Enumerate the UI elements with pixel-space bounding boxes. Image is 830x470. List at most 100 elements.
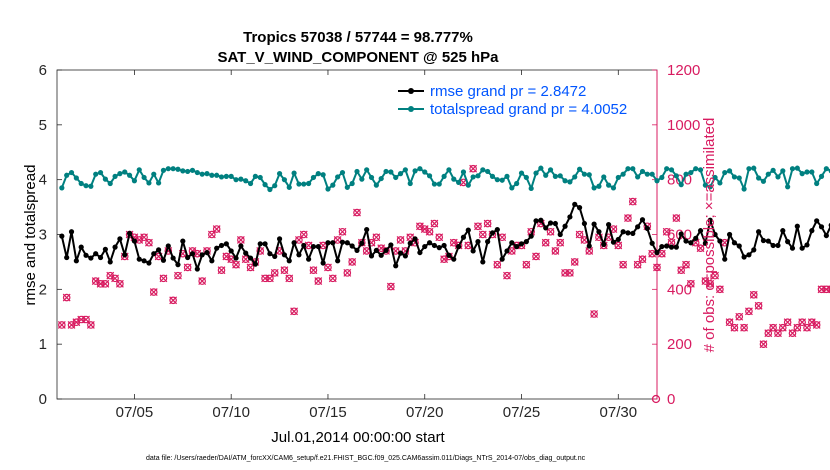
totalspread-point [499, 177, 505, 183]
obs-assimilated-marker [86, 321, 95, 329]
obs-assimilated-marker [556, 238, 565, 247]
totalspread-point [335, 174, 341, 180]
totalspread-point [509, 185, 515, 191]
obs-possible-marker [493, 260, 502, 269]
obs-assimilated-marker [807, 318, 816, 327]
obs-possible-marker [624, 214, 632, 222]
rmse-point [504, 248, 510, 254]
obs-possible-marker [793, 323, 802, 332]
obs-assimilated-marker [420, 225, 429, 233]
totalspread-point [586, 172, 592, 178]
totalspread-point [83, 183, 89, 189]
rmse-point [576, 205, 583, 211]
rmse-point [823, 232, 829, 239]
rmse-point [417, 249, 423, 256]
totalspread-point [276, 171, 283, 177]
x-axis: 07/05 07/10 07/15 07/20 07/25 07/30 [116, 70, 637, 421]
rmse-point [470, 248, 476, 254]
totalspread-point [625, 166, 631, 172]
rmse-point [538, 217, 544, 223]
rmse-point [451, 256, 457, 262]
obs-possible-marker [435, 233, 444, 242]
obs-assimilated-marker [183, 263, 192, 272]
totalspread-point [659, 174, 665, 181]
rmse-point [136, 256, 142, 262]
x-axis-label: Jul.01,2014 00:00:00 start [271, 429, 445, 446]
obs-assimilated-marker [474, 222, 482, 231]
rmse-point [625, 230, 631, 236]
rmse-point [296, 252, 302, 258]
totalspread-point [393, 174, 399, 181]
legend-rmse-label: rmse grand pr = 2.8472 [430, 83, 586, 100]
obs-assimilated-marker [232, 260, 240, 269]
rmse-point [446, 252, 452, 258]
totalspread-point [596, 183, 602, 189]
obs-assimilated-marker [304, 241, 313, 250]
totalspread-point [131, 178, 138, 184]
rmse-point [335, 258, 341, 264]
obs-possible-marker [343, 269, 352, 277]
obs-possible-marker [749, 291, 758, 299]
obs-possible-marker [532, 252, 540, 261]
obs-possible-marker [638, 255, 647, 263]
rmse-point [112, 244, 118, 250]
right-y-tick-label: 200 [667, 336, 692, 353]
obs-assimilated-marker [711, 271, 719, 280]
rmse-point [804, 242, 810, 248]
totalspread-point [122, 169, 128, 175]
totalspread-point [339, 169, 346, 176]
rmse-point [189, 251, 196, 257]
rmse-point [156, 247, 162, 253]
obs-possible-marker [672, 214, 681, 222]
rmse-point [620, 229, 626, 235]
rmse-point [349, 243, 355, 249]
obs-assimilated-marker [662, 227, 671, 236]
rmse-point [567, 214, 573, 220]
totalspread-point [523, 174, 529, 181]
totalspread-point [325, 186, 331, 192]
obs-possible-marker [522, 260, 531, 269]
rmse-point [528, 233, 534, 239]
rmse-point [59, 233, 65, 239]
obs-assimilated-marker [551, 247, 560, 255]
rmse-point [673, 244, 679, 250]
totalspread-point [654, 178, 660, 184]
obs-possible-marker [183, 263, 192, 272]
obs-assimilated-marker [372, 233, 381, 242]
totalspread-point [330, 182, 336, 188]
obs-possible-marker [551, 247, 560, 255]
left-y-tick-label: 5 [39, 117, 47, 134]
rmse-point [93, 251, 99, 257]
totalspread-point [460, 169, 467, 175]
rmse-point [460, 234, 467, 240]
rmse-point [218, 242, 225, 249]
obs-possible-marker [614, 241, 623, 250]
rmse-point [601, 241, 607, 247]
rmse-point [117, 236, 123, 242]
totalspread-point [156, 180, 162, 186]
obs-possible-marker [566, 269, 574, 277]
obs-possible-marker [662, 227, 671, 236]
totalspread-point [267, 186, 273, 193]
obs-assimilated-marker [812, 321, 821, 329]
left-y-tick-label: 1 [39, 336, 47, 353]
totalspread-point [809, 169, 815, 175]
totalspread-point [407, 180, 413, 187]
totalspread-point [238, 176, 244, 182]
totalspread-point [209, 172, 215, 178]
obs-possible-marker [358, 238, 366, 247]
right-y-tick-label: 0 [667, 391, 675, 408]
totalspread-point [165, 166, 171, 172]
rmse-point [726, 231, 733, 238]
totalspread-point [243, 178, 249, 184]
totalspread-point [315, 171, 321, 177]
obs-assimilated-marker [285, 274, 294, 283]
obs-assimilated-marker [91, 277, 100, 286]
totalspread-point [789, 166, 796, 172]
totalspread-point [489, 173, 496, 179]
rmse-point [717, 238, 723, 244]
rmse-point [204, 249, 210, 256]
rmse-point [751, 247, 757, 253]
obs-assimilated-marker [353, 208, 361, 217]
rmse-point [596, 229, 602, 235]
